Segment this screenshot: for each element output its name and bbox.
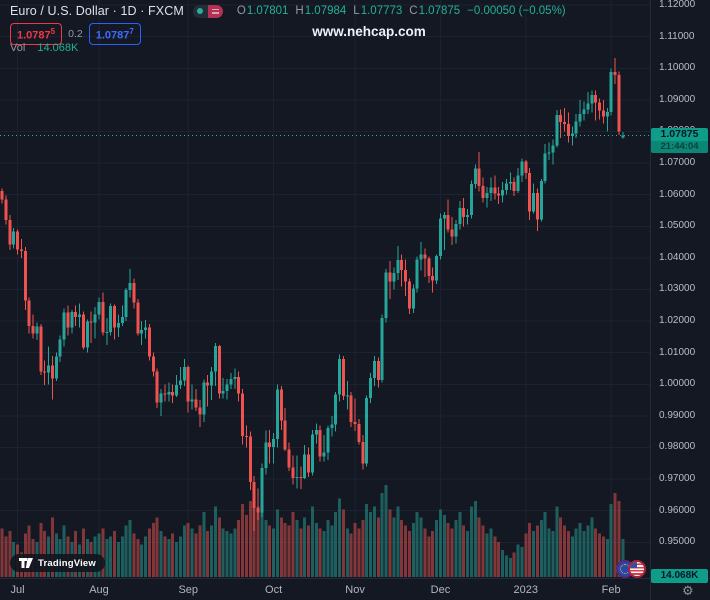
time-tick-label: Oct bbox=[265, 584, 283, 596]
tradingview-mark-icon bbox=[19, 558, 33, 568]
price-tick-label: 1.07000 bbox=[659, 157, 696, 169]
sell-bid-button[interactable]: 1.07875 bbox=[10, 23, 63, 45]
time-tick-label: 2023 bbox=[513, 584, 539, 596]
change-value: −0.00050 (−0.05%) bbox=[467, 5, 566, 17]
price-tick-label: 0.99000 bbox=[659, 409, 696, 421]
ask-price: 1.0787 bbox=[95, 29, 130, 42]
time-tick-label: Feb bbox=[601, 584, 621, 596]
last-price-value: 1.07875 bbox=[660, 128, 699, 141]
bid-price-pip: 5 bbox=[50, 27, 56, 36]
volume-value: 14.068K bbox=[37, 42, 79, 54]
tradingview-logo[interactable]: TradingView bbox=[10, 554, 105, 572]
toggle-menu-icon bbox=[207, 4, 223, 18]
time-tick-label: Jul bbox=[10, 584, 25, 596]
price-tick-label: 1.01000 bbox=[659, 346, 696, 358]
low-label: L bbox=[353, 5, 360, 17]
price-tick-label: 1.03000 bbox=[659, 283, 696, 295]
ohlc-readout: O 1.07801 H 1.07984 L 1.07773 C 1.07875 −0.0… bbox=[237, 5, 566, 17]
quote-row: 1.07875 0.2 1.07877 bbox=[10, 23, 141, 45]
series-visibility-toggle[interactable] bbox=[192, 4, 223, 18]
open-value: 1.07801 bbox=[246, 5, 289, 17]
last-price-badge: 1.07875 21:44:04 bbox=[651, 128, 708, 154]
usd-flag-icon bbox=[628, 560, 646, 578]
volume-label: Vol bbox=[10, 42, 26, 54]
close-label: C bbox=[409, 5, 418, 17]
time-axis[interactable]: Jul Aug Sep Oct Nov Dec 2023 Feb bbox=[0, 578, 710, 600]
low-value: 1.07773 bbox=[360, 5, 403, 17]
price-tick-label: 0.95000 bbox=[659, 536, 696, 548]
volume-legend: Vol 14.068K bbox=[10, 42, 78, 54]
price-tick-label: 1.12000 bbox=[659, 0, 696, 11]
chart-canvas[interactable] bbox=[0, 0, 650, 578]
time-tick-label: Aug bbox=[89, 584, 109, 596]
bar-countdown: 21:44:04 bbox=[651, 141, 708, 154]
bid-price: 1.0787 bbox=[17, 29, 51, 42]
price-tick-label: 0.98000 bbox=[659, 441, 696, 453]
high-value: 1.07984 bbox=[304, 5, 347, 17]
symbol-title[interactable]: Euro / U.S. Dollar · 1D · FXCM bbox=[10, 4, 184, 18]
price-tick-label: 1.11000 bbox=[659, 30, 695, 42]
price-tick-label: 1.09000 bbox=[659, 93, 696, 105]
price-tick-label: 1.00000 bbox=[659, 378, 696, 390]
time-tick-label: Nov bbox=[345, 584, 365, 596]
high-label: H bbox=[295, 5, 304, 17]
tradingview-logo-text: TradingView bbox=[38, 557, 96, 569]
price-tick-label: 0.96000 bbox=[659, 504, 696, 516]
price-axis-border bbox=[650, 0, 651, 600]
price-tick-label: 1.10000 bbox=[659, 62, 696, 74]
price-axis[interactable]: 1.120001.110001.100001.090001.080001.070… bbox=[651, 0, 710, 578]
price-tick-label: 1.04000 bbox=[659, 251, 696, 263]
open-label: O bbox=[236, 5, 246, 17]
spread-value: 0.2 bbox=[68, 27, 83, 40]
volume-axis-badge: 14.068K bbox=[651, 569, 708, 583]
time-tick-label: Sep bbox=[178, 584, 199, 596]
candlestick-chart bbox=[0, 0, 650, 578]
chart-legend: Euro / U.S. Dollar · 1D · FXCM O 1.07801 … bbox=[10, 4, 566, 18]
toggle-dot-icon bbox=[192, 4, 208, 18]
settings-gear-icon[interactable]: ⚙ bbox=[682, 583, 694, 598]
ask-price-pip: 7 bbox=[129, 27, 134, 36]
price-tick-label: 0.97000 bbox=[659, 473, 696, 485]
time-tick-label: Dec bbox=[430, 584, 451, 596]
price-tick-label: 1.06000 bbox=[659, 188, 696, 200]
buy-ask-button[interactable]: 1.07877 bbox=[88, 23, 141, 45]
pair-flag-icons bbox=[616, 560, 646, 578]
price-tick-label: 1.05000 bbox=[659, 220, 696, 232]
price-tick-label: 1.02000 bbox=[659, 315, 696, 327]
close-value: 1.07875 bbox=[418, 5, 461, 17]
